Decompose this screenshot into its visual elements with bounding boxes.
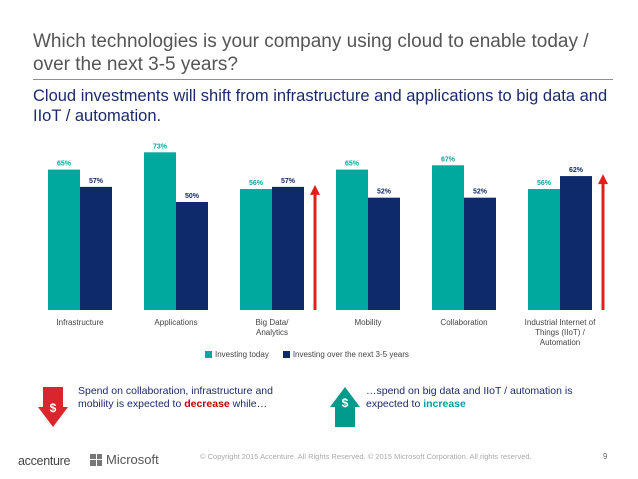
callout-increase-emphasis: increase (423, 398, 466, 410)
callout-decrease-tail: while… (229, 398, 268, 410)
microsoft-logo: Microsoft (90, 452, 159, 467)
data-label-future-2: 57% (281, 178, 296, 185)
data-label-today-2: 56% (249, 180, 264, 187)
microsoft-logo-text: Microsoft (106, 452, 159, 467)
growth-arrow-head-5 (598, 174, 608, 185)
bar-today-0 (48, 169, 80, 310)
legend-label-today: Investing today (215, 350, 269, 359)
callout-increase: …spend on big data and IIoT / automation… (366, 385, 596, 411)
growth-arrow-head-2 (310, 184, 320, 195)
data-label-today-1: 73% (153, 143, 168, 150)
growth-arrow-shaft-5 (601, 180, 605, 310)
bar-future-0 (80, 186, 112, 310)
category-label-0: Infrastructure (56, 318, 104, 327)
data-label-today-4: 67% (441, 156, 456, 163)
data-label-future-0: 57% (89, 178, 104, 185)
callout-decrease-text: Spend on collaboration, infrastructure a… (78, 385, 273, 410)
data-label-future-3: 52% (377, 189, 392, 196)
callout-decrease-emphasis: decrease (184, 398, 230, 410)
up-arrow-shape (330, 387, 360, 427)
title-divider (33, 79, 613, 80)
data-label-future-1: 50% (185, 193, 200, 200)
legend-swatch-future (282, 351, 290, 358)
data-label-today-5: 56% (537, 180, 552, 187)
legend-item-future: Investing over the next 3-5 years (282, 350, 409, 359)
down-dollar-arrow-icon: $ (38, 387, 68, 427)
category-label-4: Collaboration (440, 318, 487, 327)
bar-future-4 (464, 197, 496, 310)
category-label-1: Applications (154, 318, 197, 327)
category-label-3: Mobility (354, 318, 381, 327)
data-label-future-4: 52% (473, 189, 488, 196)
legend-label-future: Investing over the next 3-5 years (292, 350, 409, 359)
up-arrow-dollar: $ (342, 396, 349, 410)
legend-swatch-today (205, 351, 212, 358)
category-label-2: Big Data/Analytics (256, 318, 290, 337)
data-label-today-3: 65% (345, 161, 360, 168)
bar-today-5 (528, 189, 560, 310)
bar-today-1 (144, 152, 176, 310)
down-arrow-shape (38, 387, 68, 427)
chart-legend: Investing today Investing over the next … (205, 350, 409, 359)
page-number: 9 (603, 452, 608, 461)
bar-today-2 (240, 189, 272, 310)
accenture-logo: accenture (18, 454, 71, 468)
bar-future-3 (368, 197, 400, 310)
copyright-text: © Copyright 2015 Accenture. All Rights R… (200, 452, 532, 461)
up-dollar-arrow-icon: $ (330, 387, 360, 427)
data-label-future-5: 62% (569, 167, 584, 174)
microsoft-windows-icon (90, 453, 102, 466)
callout-increase-text: …spend on big data and IIoT / automation… (366, 385, 573, 410)
category-label-5: Industrial Internet of Things (IIoT) / Aut… (525, 318, 596, 347)
slide-subtitle: Cloud investments will shift from infras… (33, 87, 608, 125)
bar-future-2 (272, 186, 304, 310)
callout-decrease: Spend on collaboration, infrastructure a… (78, 385, 298, 411)
growth-arrow-shaft-2 (313, 190, 317, 310)
data-label-today-0: 65% (57, 161, 72, 168)
bar-future-1 (176, 202, 208, 310)
down-arrow-dollar: $ (50, 401, 57, 415)
legend-item-today: Investing today (205, 350, 269, 359)
bar-future-5 (560, 176, 592, 310)
slide-title: Which technologies is your company using… (33, 31, 589, 75)
bar-today-3 (336, 169, 368, 310)
bar-today-4 (432, 165, 464, 310)
